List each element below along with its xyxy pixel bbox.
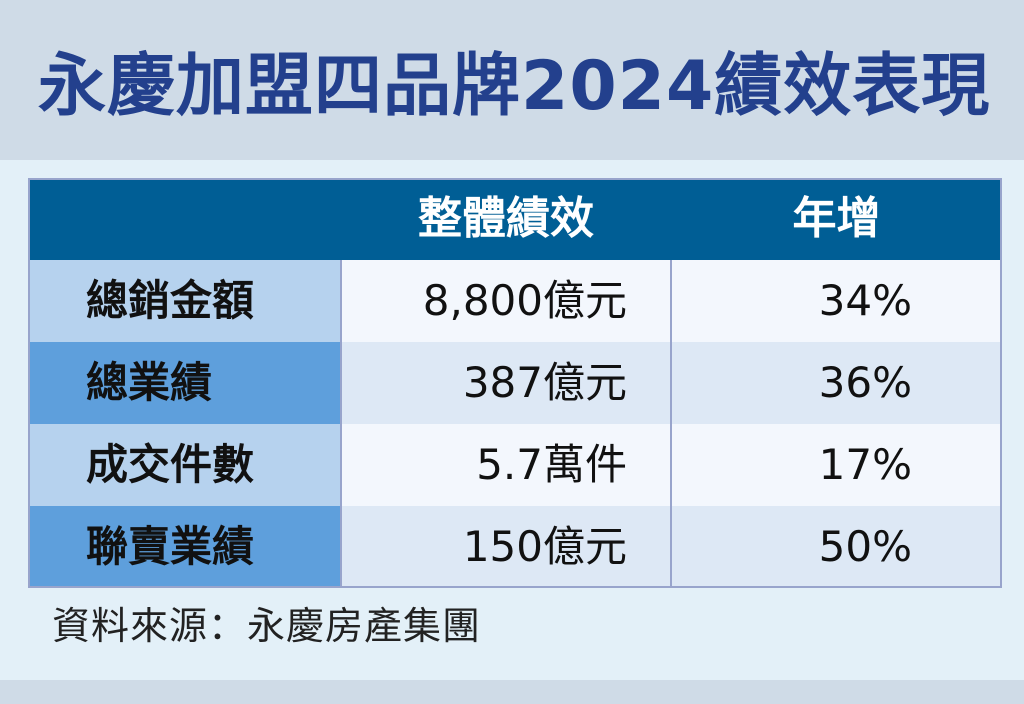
growth-value: 50% [671,506,1002,588]
row-label: 總銷金額 [28,260,341,342]
row-label: 聯賣業績 [28,506,341,588]
table-row: 總業績 387億元 36% [28,342,1002,424]
table-header: 整體績效 年增 [28,178,1002,260]
row-label: 總業績 [28,342,341,424]
growth-value: 36% [671,342,1002,424]
header-performance: 整體績效 [418,193,594,244]
performance-value: 150億元 [341,506,671,588]
header-blank [28,178,341,260]
performance-value: 5.7萬件 [341,424,671,506]
growth-value: 34% [671,260,1002,342]
column-divider [340,260,342,588]
performance-value: 387億元 [341,342,671,424]
header-growth: 年增 [792,193,881,244]
table-row: 成交件數 5.7萬件 17% [28,424,1002,506]
title-banner [0,0,1024,160]
performance-value: 8,800億元 [341,260,671,342]
column-divider [670,260,672,588]
performance-table: 整體績效 年增 總銷金額 8,800億元 34% 總業績 387億元 36% 成… [28,178,1002,588]
growth-value: 17% [671,424,1002,506]
table-row: 聯賣業績 150億元 50% [28,506,1002,588]
row-label: 成交件數 [28,424,341,506]
table-row: 總銷金額 8,800億元 34% [28,260,1002,342]
page-title: 永慶加盟四品牌2024績效表現 [38,47,991,126]
source-note: 資料來源：永慶房產集團 [52,604,482,648]
footer-band [0,680,1024,704]
